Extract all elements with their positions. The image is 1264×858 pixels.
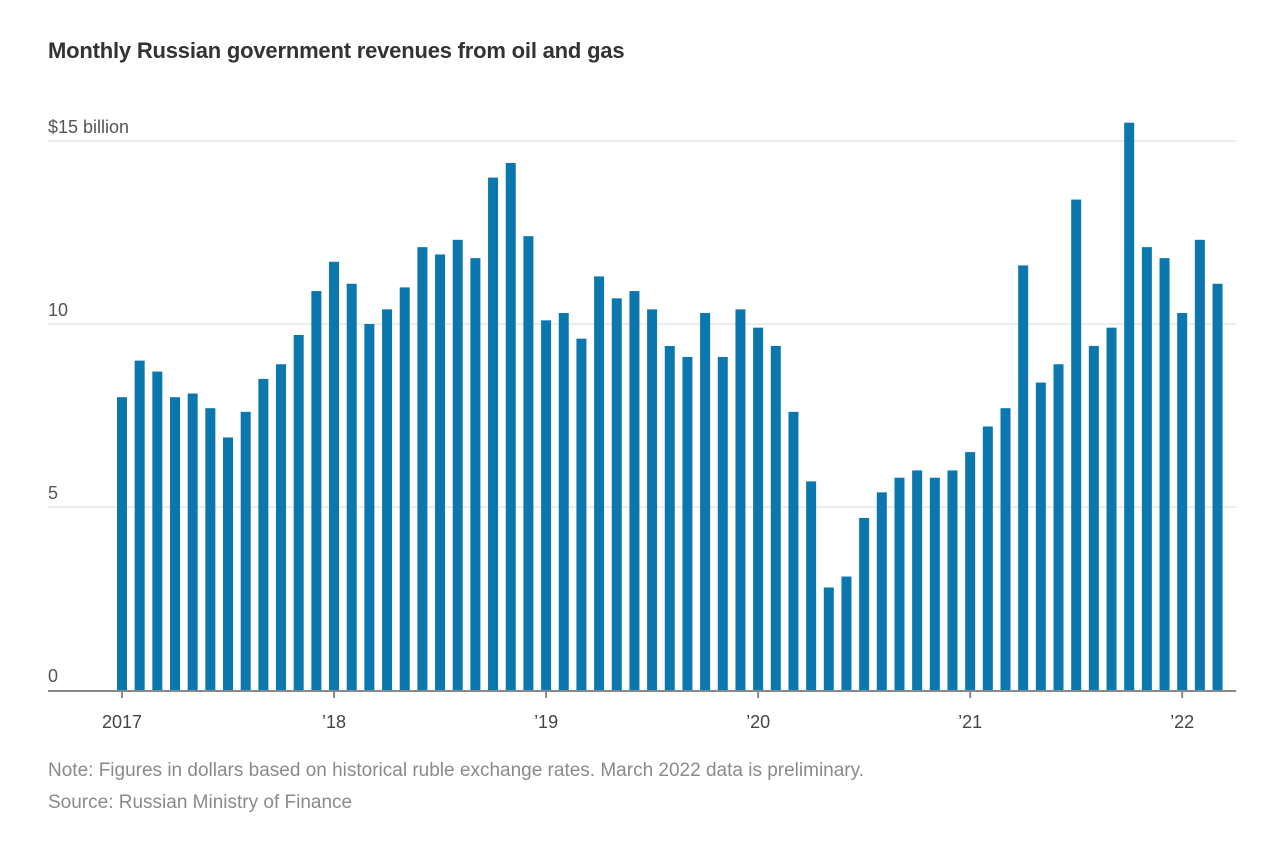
chart-note: Note: Figures in dollars based on histor…	[48, 760, 865, 781]
bar	[682, 356, 693, 690]
bar	[293, 334, 304, 690]
bar	[753, 327, 764, 690]
bar	[417, 247, 428, 690]
x-tick-label: ’18	[322, 712, 346, 732]
bar	[947, 470, 958, 690]
bar	[134, 360, 145, 690]
x-tick-label: ’20	[746, 712, 770, 732]
bar	[1159, 258, 1170, 690]
bar	[240, 411, 251, 690]
bar	[1124, 122, 1135, 690]
bar	[523, 236, 534, 690]
bar	[1000, 408, 1011, 690]
bar	[806, 481, 817, 690]
bar	[399, 287, 410, 690]
bar	[965, 452, 976, 690]
x-tick-label: ’22	[1170, 712, 1194, 732]
bar	[346, 283, 357, 690]
bar	[876, 492, 887, 690]
bar	[276, 364, 287, 690]
bar	[912, 470, 923, 690]
chart-title: Monthly Russian government revenues from…	[48, 38, 625, 63]
bar	[894, 477, 905, 690]
bar	[170, 397, 181, 690]
bar	[788, 411, 799, 690]
x-tick-label: 2017	[102, 712, 142, 732]
bar	[1071, 199, 1082, 690]
bar	[311, 291, 322, 690]
bar	[576, 338, 587, 690]
chart-source: Source: Russian Ministry of Finance	[48, 792, 353, 813]
bar	[258, 378, 269, 690]
y-tick-label: 5	[48, 483, 58, 503]
bar	[1141, 247, 1152, 690]
y-tick-label: 10	[48, 300, 68, 320]
bar	[1088, 345, 1099, 690]
x-tick-label: ’21	[958, 712, 982, 732]
bar	[488, 177, 499, 691]
bar	[982, 426, 993, 690]
bar	[929, 477, 940, 690]
x-tick-label: ’19	[534, 712, 558, 732]
bar	[152, 371, 163, 690]
bar	[594, 276, 605, 690]
bar	[611, 298, 622, 690]
bar	[205, 408, 216, 690]
bar	[859, 517, 870, 690]
bar	[664, 345, 675, 690]
bar	[717, 356, 728, 690]
y-tick-label: 0	[48, 666, 58, 686]
bar	[1106, 327, 1117, 690]
bar	[770, 345, 781, 690]
bar	[735, 309, 746, 690]
bar	[470, 258, 481, 690]
bar	[382, 309, 393, 690]
bar	[1018, 265, 1029, 690]
bar	[329, 261, 340, 690]
bar	[223, 437, 234, 690]
bar	[541, 320, 552, 690]
bar	[841, 576, 852, 690]
bar	[558, 313, 569, 690]
bar	[629, 291, 640, 690]
bar	[700, 313, 711, 690]
bar	[187, 393, 198, 690]
bar	[1194, 239, 1205, 690]
bar	[505, 162, 516, 690]
bar	[1212, 283, 1223, 690]
bar	[435, 254, 446, 690]
bar	[117, 397, 127, 690]
bar	[823, 587, 834, 690]
bar	[452, 239, 463, 690]
bar	[364, 324, 375, 690]
bar	[1053, 364, 1064, 690]
bar	[647, 309, 658, 690]
bar	[1035, 382, 1046, 690]
y-tick-label: $15 billion	[48, 117, 129, 137]
bar	[1177, 313, 1188, 690]
